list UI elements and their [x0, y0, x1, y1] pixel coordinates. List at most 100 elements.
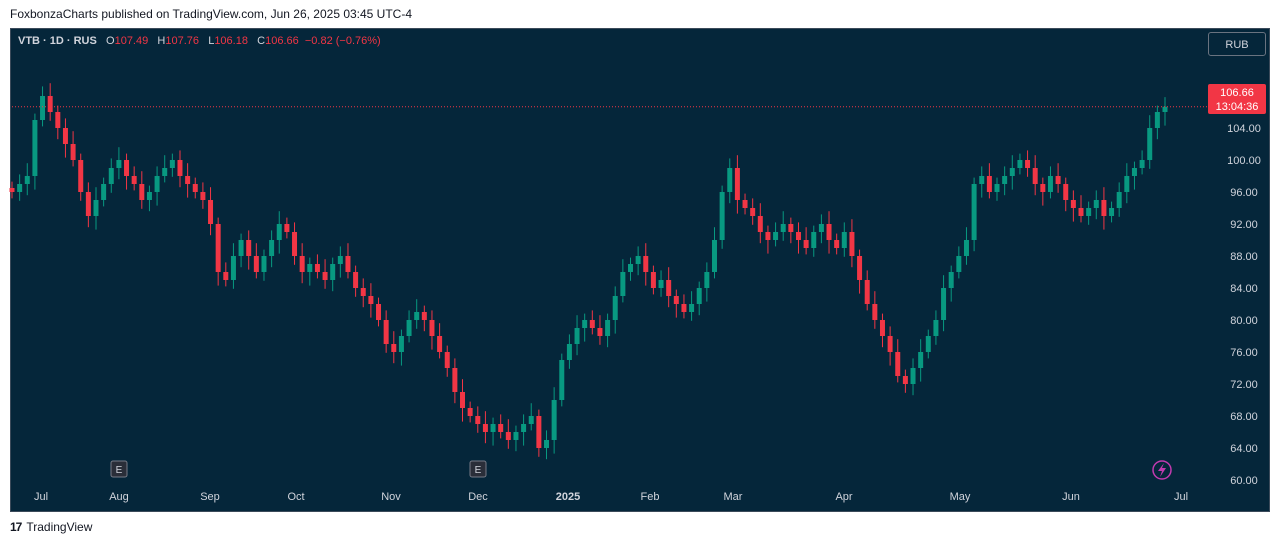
candle-body: [47, 96, 53, 112]
candle-body: [795, 232, 801, 240]
last-price-value: 106.66: [1220, 87, 1254, 99]
candle-body: [902, 376, 908, 384]
close-label: C: [257, 35, 266, 47]
candle-body: [994, 184, 1000, 192]
currency-button[interactable]: RUB: [1208, 32, 1266, 56]
candle-body: [40, 96, 46, 120]
candle-body: [1070, 200, 1076, 208]
candle-body: [536, 416, 542, 448]
candle-body: [841, 232, 847, 248]
candle-body: [307, 264, 313, 272]
candle-body: [597, 328, 603, 336]
candle-body: [666, 280, 672, 296]
x-tick-label: Jul: [1174, 491, 1188, 503]
candle-body: [650, 272, 656, 288]
candle-body: [391, 344, 397, 352]
candle-body: [521, 424, 527, 432]
candle-body: [482, 424, 488, 432]
candle-body: [475, 416, 481, 424]
footer-brand[interactable]: TradingView: [26, 520, 93, 534]
candle-body: [1025, 160, 1031, 168]
candle-body: [933, 320, 939, 336]
candle-body: [1047, 176, 1053, 192]
x-tick-label: Oct: [287, 491, 304, 503]
y-tick-label: 76.00: [1230, 347, 1258, 359]
tradingview-logo-icon[interactable]: 17: [10, 520, 22, 534]
x-tick-label: Sep: [200, 491, 220, 503]
y-tick-label: 92.00: [1230, 219, 1258, 231]
candle-body: [895, 352, 901, 376]
candle-body: [406, 320, 412, 336]
candle-body: [826, 224, 832, 240]
x-tick-label: 2025: [556, 491, 580, 503]
candle-body: [1002, 176, 1008, 184]
x-tick-label: Mar: [724, 491, 743, 503]
candle-body: [1032, 168, 1038, 184]
candle-body: [605, 320, 611, 336]
candle-body: [1017, 160, 1023, 168]
publisher-caption: FoxbonzaCharts published on TradingView.…: [10, 7, 413, 21]
x-tick-label: Aug: [109, 491, 129, 503]
candle-body: [421, 312, 427, 320]
candle-body: [643, 256, 649, 272]
candle-body: [116, 160, 122, 168]
earnings-marker[interactable]: [110, 460, 128, 478]
candle-body: [505, 432, 511, 440]
candle-body: [566, 344, 572, 360]
candle-body: [956, 256, 962, 272]
candle-body: [811, 232, 817, 248]
candle-body: [276, 224, 282, 240]
earnings-marker[interactable]: [469, 460, 487, 478]
candle-body: [750, 208, 756, 216]
candle-body: [322, 272, 328, 280]
candle-body: [857, 256, 863, 280]
candle-body: [353, 272, 359, 288]
x-tick-label: Jun: [1062, 491, 1080, 503]
candle-body: [185, 176, 191, 184]
candle-body: [230, 256, 236, 280]
x-tick-label: Nov: [381, 491, 401, 503]
x-tick-label: Jul: [34, 491, 48, 503]
candle-body: [635, 256, 641, 264]
candle-body: [101, 184, 107, 200]
candle-body: [139, 184, 145, 200]
candle-body: [444, 352, 450, 368]
candle-body: [1055, 176, 1061, 184]
candle-body: [834, 240, 840, 248]
candle-body: [513, 432, 519, 440]
candle-body: [78, 160, 84, 192]
candle-body: [292, 232, 298, 256]
candle-body: [963, 240, 969, 256]
alert-icon[interactable]: [1152, 460, 1172, 480]
candle-body: [177, 160, 183, 176]
candle-body: [704, 272, 710, 288]
x-tick-label: Feb: [641, 491, 660, 503]
candle-body: [162, 168, 168, 176]
candle-body: [788, 224, 794, 232]
y-tick-label: 104.00: [1227, 123, 1261, 135]
candle-body: [383, 320, 389, 344]
candle-body: [246, 240, 252, 256]
candle-body: [1086, 208, 1092, 216]
y-tick-label: 64.00: [1230, 443, 1258, 455]
candle-body: [1131, 168, 1137, 176]
candle-body: [299, 256, 305, 272]
candle-body: [727, 168, 733, 192]
y-tick-label: 80.00: [1230, 315, 1258, 327]
candle-body: [330, 264, 336, 280]
candle-body: [780, 224, 786, 232]
candle-body: [93, 200, 99, 216]
high-value: 107.76: [165, 35, 200, 47]
candle-body: [620, 272, 626, 296]
candle-body: [192, 184, 198, 192]
candle-body: [460, 392, 466, 408]
candle-body: [864, 280, 870, 304]
candle-body: [742, 200, 748, 208]
candle-body: [1162, 106, 1168, 112]
candle-body: [918, 352, 924, 368]
candle-body: [673, 296, 679, 304]
candle-body: [818, 224, 824, 232]
symbol-label[interactable]: VTB · 1D · RUS: [18, 35, 97, 47]
candle-body: [1109, 208, 1115, 216]
